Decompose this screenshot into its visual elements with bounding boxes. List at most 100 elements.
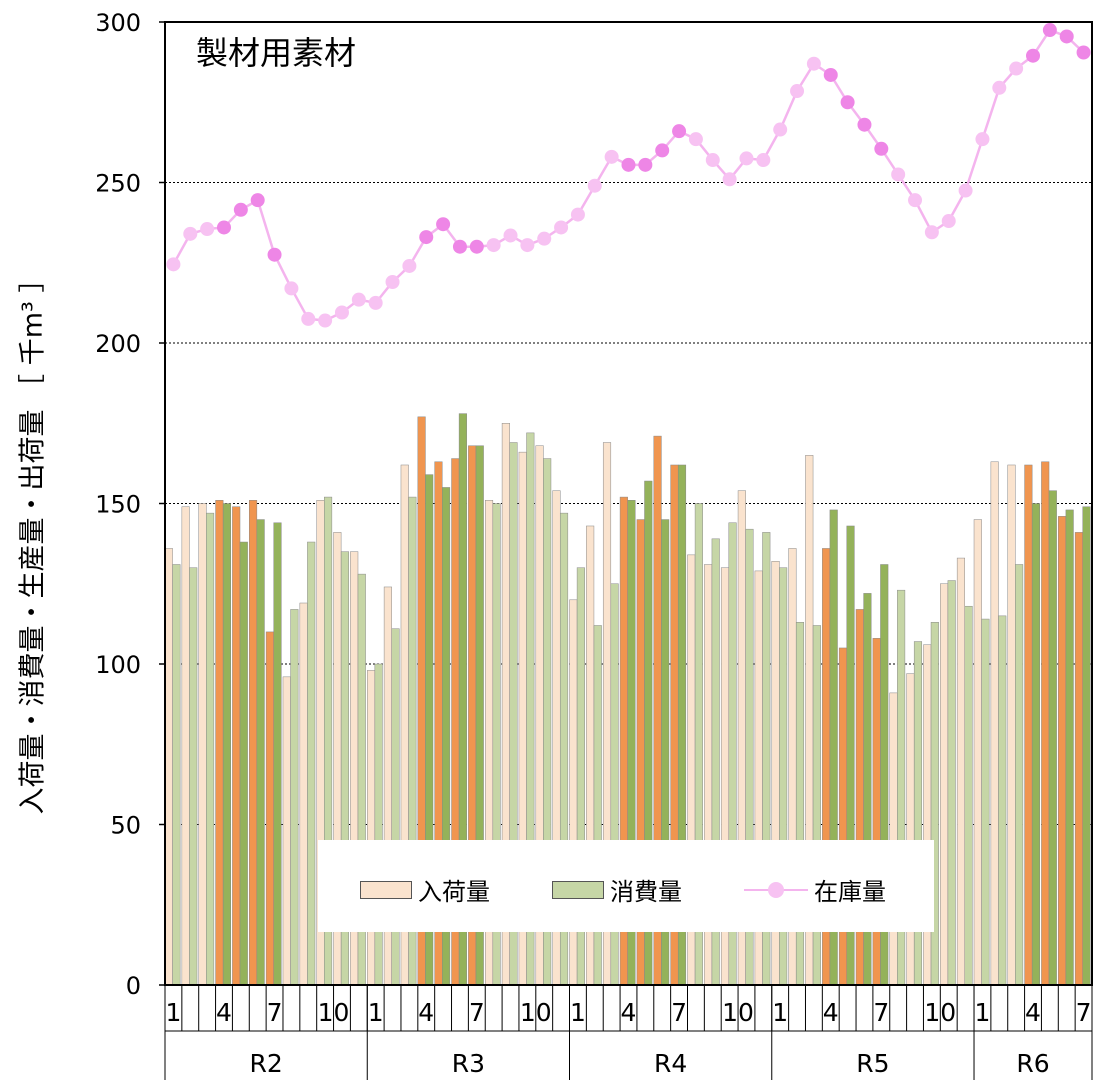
bar-consumption: [374, 663, 383, 986]
stock-point: [351, 292, 366, 307]
stock-point: [806, 56, 821, 71]
bar-consumption: [1015, 564, 1024, 986]
bar-consumption: [1065, 509, 1074, 986]
stock-point: [166, 257, 181, 272]
x-group-label: R4: [654, 1049, 687, 1078]
stock-point: [469, 239, 484, 254]
x-month-label: 10: [924, 998, 956, 1027]
stock-point: [1009, 61, 1024, 76]
stock-point: [216, 220, 231, 235]
stock-point: [705, 153, 720, 168]
bar-inflow: [164, 548, 173, 986]
stock-point: [756, 153, 771, 168]
bar-inflow: [1074, 532, 1083, 986]
x-month-label: 1: [772, 998, 788, 1027]
legend-label-inflow: 入荷量: [418, 878, 490, 906]
stock-point: [908, 193, 923, 208]
bar-consumption: [998, 615, 1007, 986]
bar-consumption: [981, 618, 990, 986]
stock-point: [419, 230, 434, 245]
x-month-label: 4: [621, 998, 637, 1027]
bar-inflow: [872, 638, 881, 986]
bar-series: [164, 413, 1091, 986]
bar-inflow: [215, 500, 224, 986]
x-month-label: 4: [216, 998, 232, 1027]
stock-point: [452, 239, 467, 254]
bar-inflow: [1041, 461, 1050, 986]
bar-consumption: [307, 541, 316, 986]
stock-point: [722, 172, 737, 187]
legend-label-stock: 在庫量: [814, 878, 886, 906]
bar-consumption: [222, 503, 231, 986]
x-group-label: R5: [856, 1049, 889, 1078]
stock-point: [941, 214, 956, 229]
x-month-label: 1: [974, 998, 990, 1027]
x-month-label: 7: [1076, 998, 1092, 1027]
legend-item-stock: 在庫量: [744, 872, 886, 907]
bar-inflow: [923, 644, 932, 986]
stock-point: [183, 226, 198, 241]
stock-point: [301, 311, 316, 326]
bar-inflow: [1024, 464, 1033, 986]
x-month-label: 7: [469, 998, 485, 1027]
stock-point: [621, 157, 636, 172]
legend-item-inflow: 入荷量: [360, 872, 490, 907]
x-month-label: 1: [368, 998, 384, 1027]
stock-point: [250, 193, 265, 208]
x-month-label: 10: [722, 998, 754, 1027]
bar-inflow: [198, 503, 207, 986]
bar-inflow: [906, 673, 915, 986]
bar-inflow: [1007, 464, 1016, 986]
stock-point: [368, 295, 383, 310]
legend-swatch-consumption: [552, 880, 604, 899]
stock-point: [267, 247, 282, 262]
stock-point: [436, 217, 451, 232]
stock-point: [840, 95, 855, 110]
x-month-label: 7: [873, 998, 889, 1027]
stock-point: [958, 183, 973, 198]
stock-point: [924, 225, 939, 240]
bar-consumption: [947, 580, 956, 986]
stock-point: [334, 305, 349, 320]
stock-point: [233, 202, 248, 217]
y-tick-label: 0: [126, 972, 141, 1000]
bar-consumption: [1082, 506, 1091, 986]
stock-point: [1059, 29, 1074, 44]
y-tick-label: 200: [95, 330, 141, 358]
bar-consumption: [189, 567, 198, 986]
y-axis-label: 入荷量・消費量・生産量・出荷量 ［ 千m³ ］: [17, 265, 49, 815]
stock-point: [520, 238, 535, 253]
stock-point: [739, 151, 754, 166]
y-tick-label: 50: [110, 812, 141, 840]
bar-inflow: [940, 583, 949, 986]
stock-point: [604, 149, 619, 164]
bar-inflow: [282, 676, 291, 986]
bar-consumption: [206, 512, 215, 986]
bar-inflow: [249, 500, 258, 986]
stock-point: [773, 122, 788, 137]
stock-point: [823, 67, 838, 82]
stock-point: [554, 220, 569, 235]
stock-point: [284, 281, 299, 296]
axes: 0 50 100 150 200 250 300 1 4 7 10 1 4 7 10 1 4 7 10 1 4 7 10 1 4…: [95, 9, 1093, 1080]
stock-point: [318, 313, 333, 328]
bar-consumption: [290, 609, 299, 986]
stock-point: [385, 275, 400, 290]
bar-consumption: [1031, 503, 1041, 986]
legend-item-consumption: 消費量: [552, 872, 682, 907]
x-month-label: 1: [165, 998, 181, 1027]
x-group-label: R6: [1016, 1049, 1049, 1078]
bar-inflow: [232, 506, 241, 986]
stock-point: [486, 238, 501, 253]
y-tick-label: 300: [95, 9, 141, 37]
x-group-label: R2: [249, 1049, 282, 1078]
x-month-label: 1: [570, 998, 586, 1027]
x-month-label: 10: [520, 998, 552, 1027]
bar-inflow: [889, 692, 898, 986]
bar-inflow: [265, 631, 274, 986]
x-month-label: 7: [267, 998, 283, 1027]
stock-point: [402, 258, 417, 273]
x-month-label: 4: [823, 998, 839, 1027]
stock-line-series: [166, 23, 1091, 328]
